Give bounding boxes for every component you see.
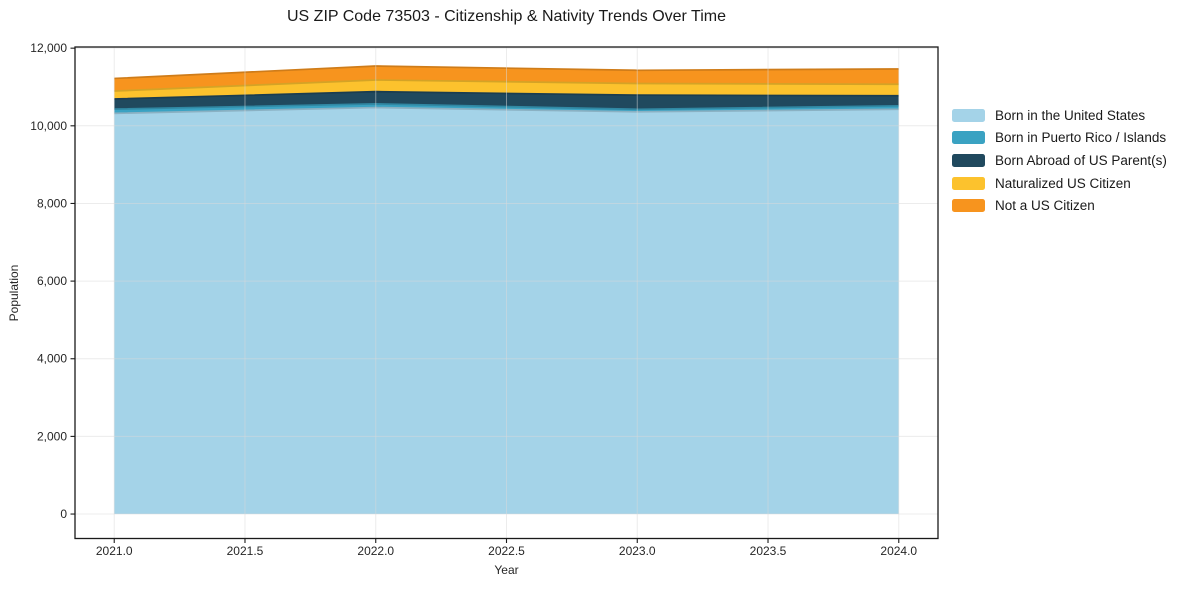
legend-swatch (952, 176, 985, 190)
x-tick-label: 2023.0 (619, 544, 656, 558)
legend-item: Not a US Citizen (952, 194, 1167, 217)
x-tick-label: 2024.0 (880, 544, 917, 558)
legend-item-label: Not a US Citizen (995, 198, 1095, 214)
legend-swatch (952, 108, 985, 122)
x-axis-label: Year (494, 563, 519, 577)
y-tick-label: 10,000 (30, 119, 67, 133)
y-tick-label: 2,000 (37, 429, 67, 443)
legend-item-label: Naturalized US Citizen (995, 175, 1131, 191)
legend-item-label: Born in the United States (995, 107, 1146, 123)
y-tick-label: 0 (60, 507, 67, 521)
chart-title: US ZIP Code 73503 - Citizenship & Nativi… (287, 8, 726, 25)
x-tick-label: 2021.0 (96, 544, 133, 558)
x-tick-label: 2022.0 (357, 544, 394, 558)
legend-item-label: Born in Puerto Rico / Islands (995, 130, 1167, 146)
legend-swatch (952, 199, 985, 213)
legend-item: Born in the United States (952, 104, 1167, 127)
y-tick-label: 6,000 (37, 274, 67, 288)
x-tick-label: 2022.5 (488, 544, 525, 558)
legend: Born in the United States Born in Puerto … (952, 104, 1167, 217)
y-tick-label: 8,000 (37, 196, 67, 210)
legend-item: Born Abroad of US Parent(s) (952, 149, 1167, 172)
y-axis-label: Population (7, 264, 21, 322)
y-tick-label: 12,000 (30, 41, 67, 55)
y-tick-label: 4,000 (37, 352, 67, 366)
x-tick-label: 2021.5 (227, 544, 264, 558)
legend-item-label: Born Abroad of US Parent(s) (995, 152, 1167, 168)
legend-item: Born in Puerto Rico / Islands (952, 127, 1167, 150)
legend-item: Naturalized US Citizen (952, 172, 1167, 195)
legend-swatch (952, 131, 985, 145)
x-tick-label: 2023.5 (750, 544, 787, 558)
legend-swatch (952, 153, 985, 167)
